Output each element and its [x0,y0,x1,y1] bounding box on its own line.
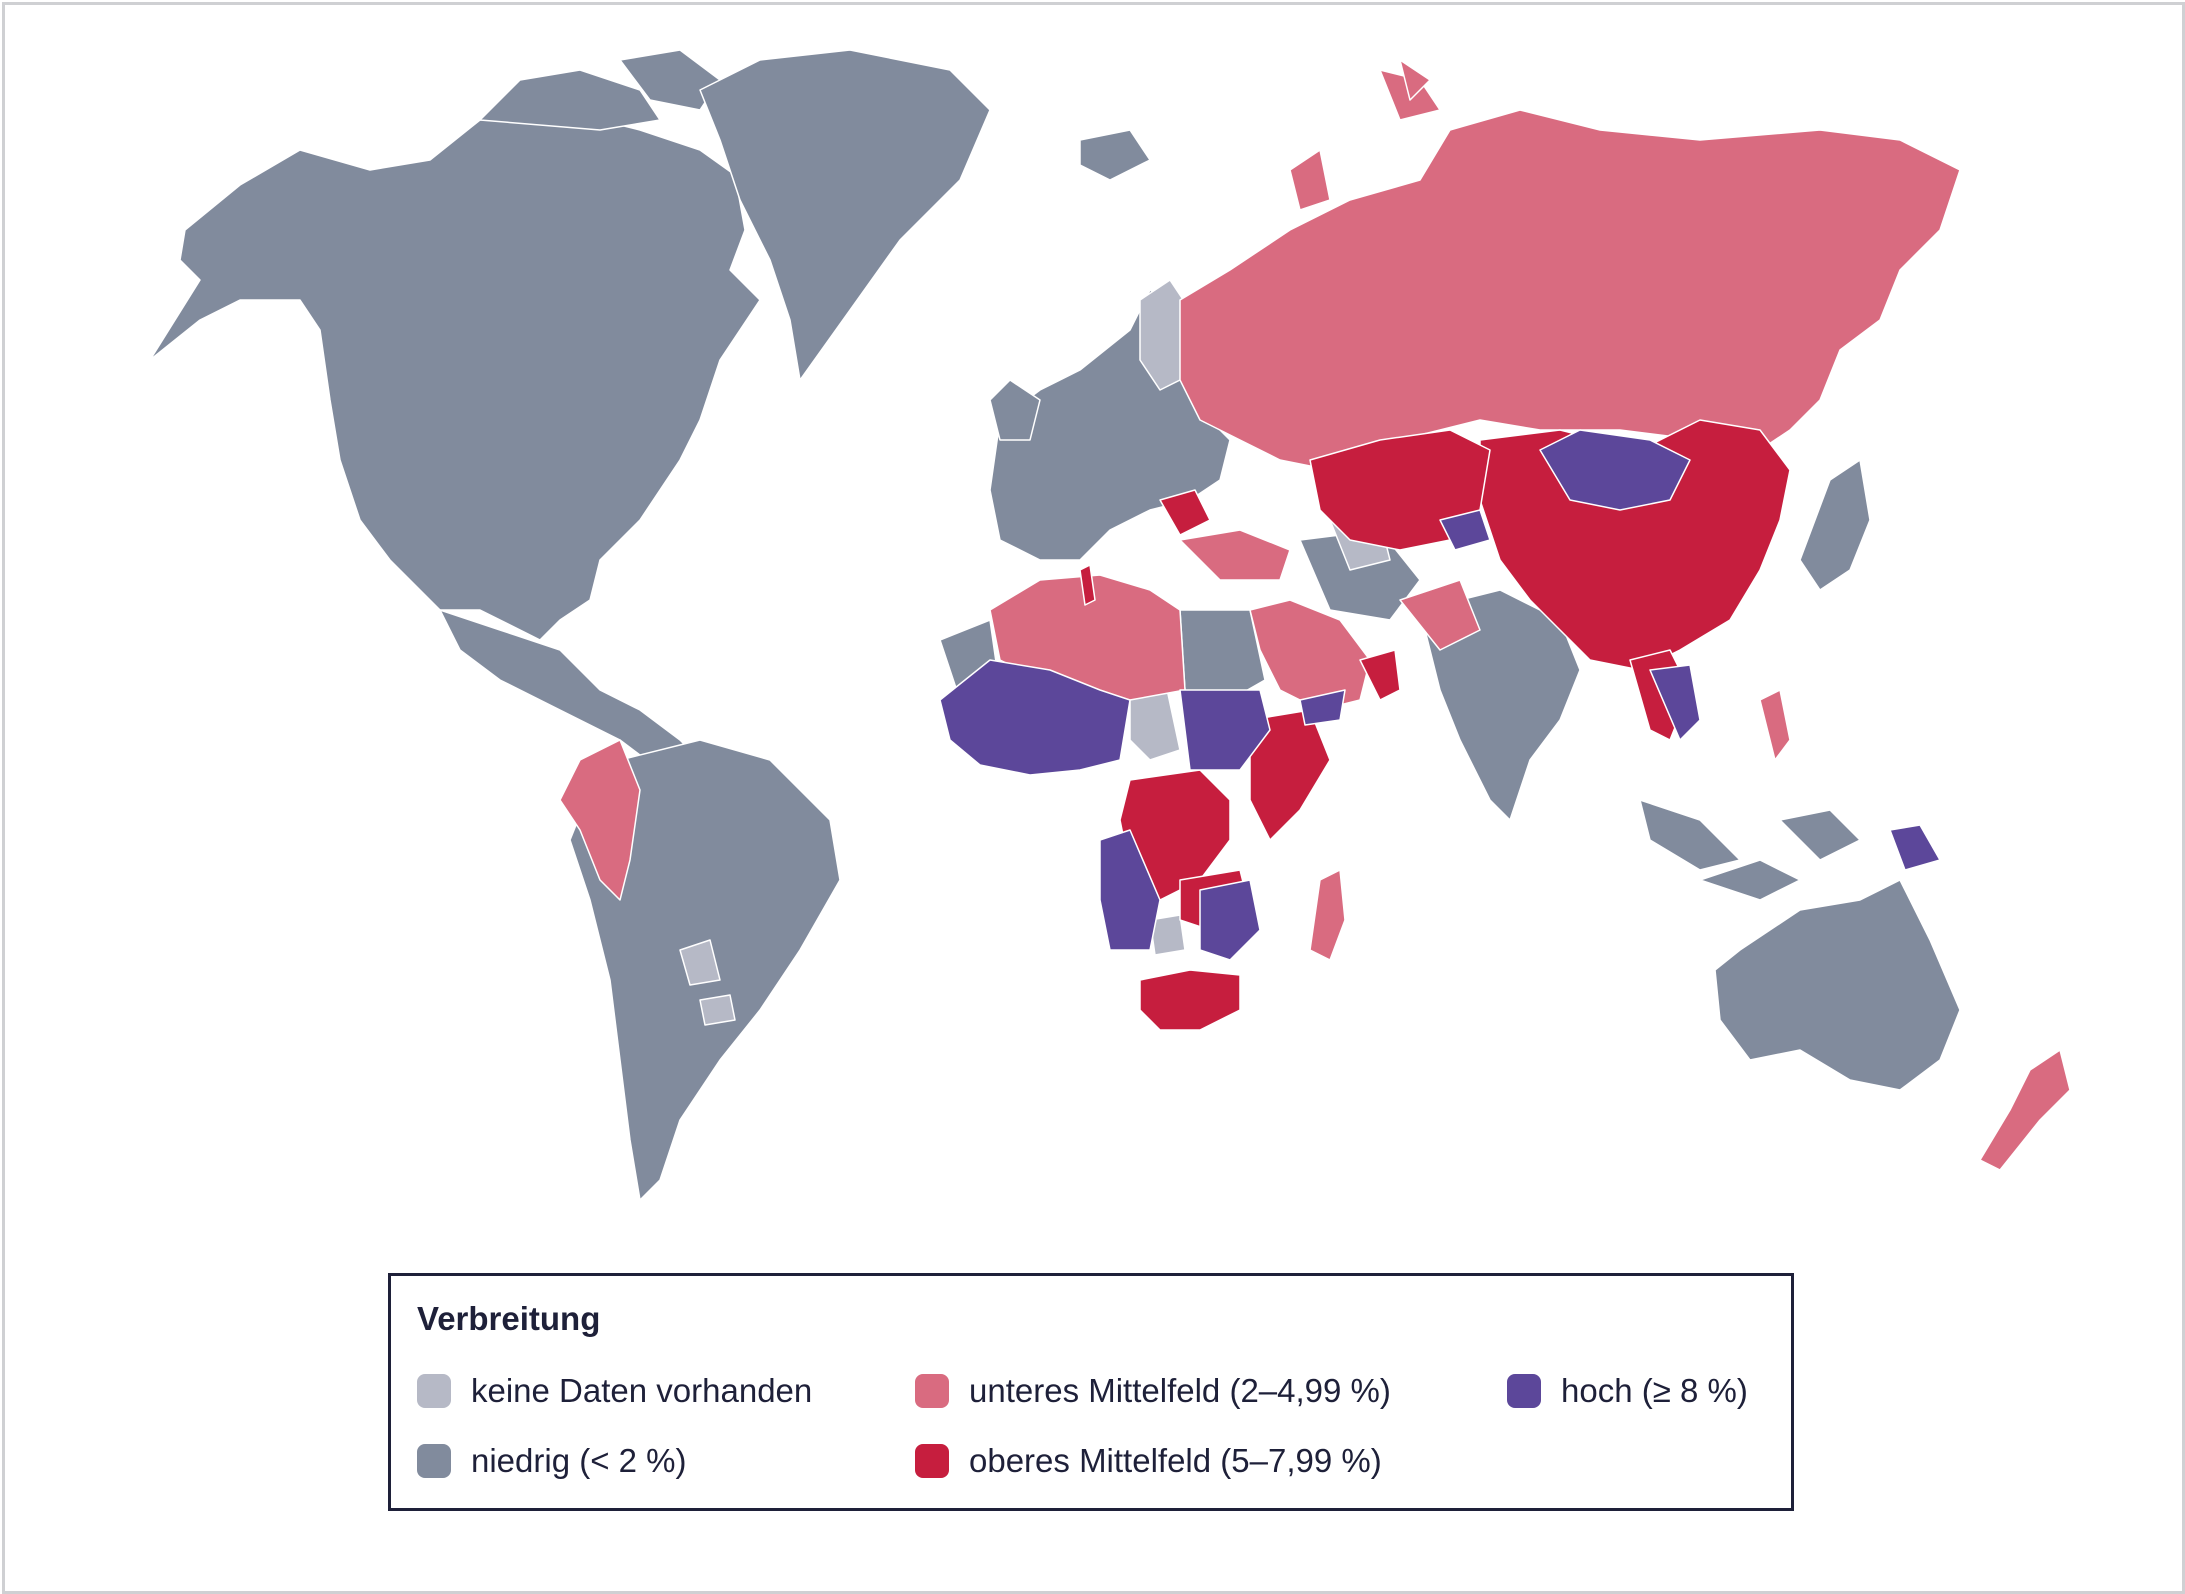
legend-swatch-lower-mid [915,1374,949,1408]
legend-label-high: hoch (≥ 8 %) [1561,1372,1748,1409]
region-south-africa [1139,969,1241,1031]
world-map [149,49,2071,1201]
legend-item-low: niedrig (< 2 %) [417,1442,687,1480]
legend-swatch-high [1507,1374,1541,1408]
map-legend: Verbreitung keine Daten vorhanden niedri… [388,1273,1794,1511]
region-mongolia [1539,429,1691,511]
legend-swatch-nodata [417,1374,451,1408]
region-upper-mid [1079,419,1791,1031]
legend-label-lower-mid: unteres Mittelfeld (2–4,99 %) [969,1372,1391,1409]
region-australia [1714,879,1961,1091]
legend-label-nodata: keine Daten vorhanden [471,1372,813,1409]
legend-title: Verbreitung [417,1300,601,1337]
legend-label-upper-mid: oberes Mittelfeld (5–7,99 %) [969,1442,1382,1479]
region-china [1479,419,1791,671]
legend-swatch-upper-mid [915,1444,949,1478]
legend-item-high: hoch (≥ 8 %) [1507,1372,1748,1410]
legend-swatch-low [417,1444,451,1478]
region-north-america [149,109,761,641]
region-low [149,49,1961,1201]
region-high [939,429,1941,961]
region-nodata [679,279,1391,1026]
region-greenland [699,49,991,381]
region-lower-mid [559,59,2071,1171]
legend-item-lower-mid: unteres Mittelfeld (2–4,99 %) [915,1372,1391,1410]
legend-item-nodata: keine Daten vorhanden [417,1372,812,1410]
region-russia [1179,109,1961,471]
legend-item-upper-mid: oberes Mittelfeld (5–7,99 %) [915,1442,1382,1480]
legend-label-low: niedrig (< 2 %) [471,1442,687,1479]
